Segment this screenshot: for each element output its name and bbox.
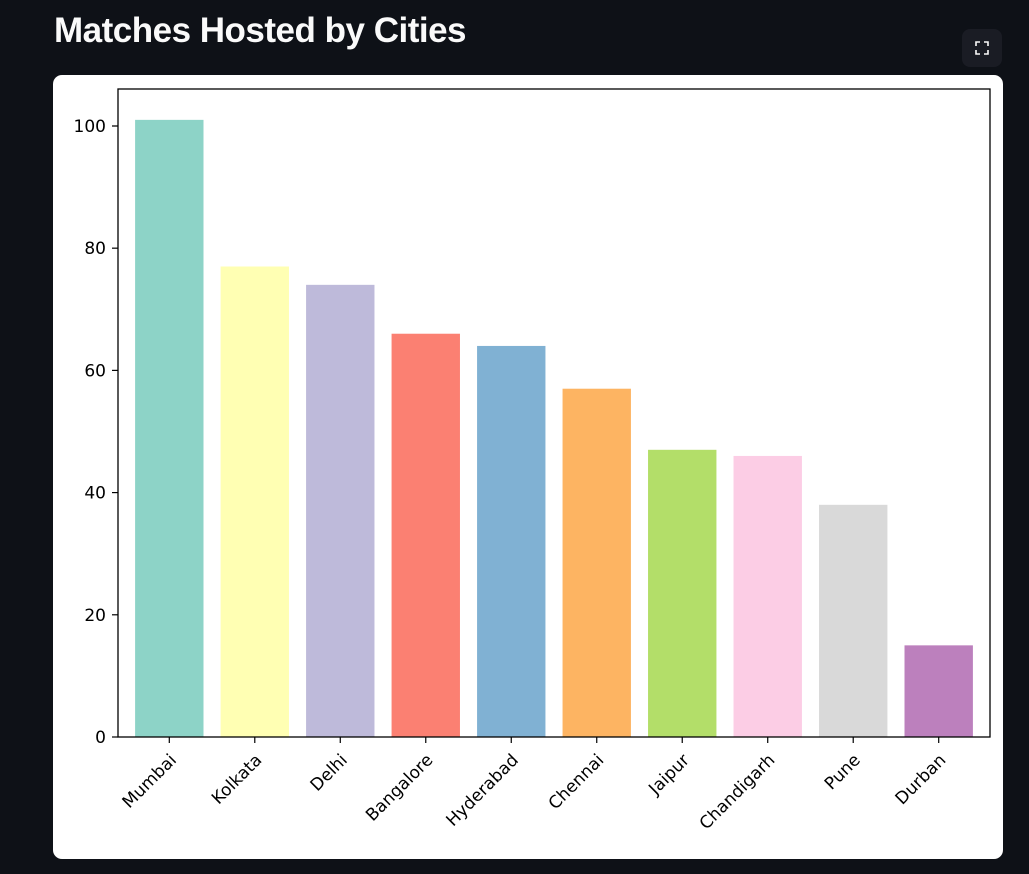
x-tick-label-durban: Durban xyxy=(892,750,951,809)
plot-frame xyxy=(117,88,991,738)
chart-card: 0 20 40 60 80 100 Mumbai Kolkata Delhi Bangalore H… xyxy=(53,75,1003,859)
bar-mumbai xyxy=(135,119,204,738)
x-tick-label-kolkata: Kolkata xyxy=(208,750,266,808)
bar-pune xyxy=(819,504,888,737)
x-tick-label-bangalore: Bangalore xyxy=(362,750,437,825)
bar-chandigarh xyxy=(733,455,802,737)
y-tick-label: 80 xyxy=(84,239,106,259)
bar-hyderabad xyxy=(477,345,546,737)
bar-delhi xyxy=(306,284,375,737)
x-tick-label-chennai: Chennai xyxy=(545,750,608,813)
y-tick-label: 0 xyxy=(95,728,106,748)
y-tick-label: 40 xyxy=(84,484,106,504)
bar-bangalore xyxy=(391,333,460,737)
x-tick-label-mumbai: Mumbai xyxy=(119,750,181,812)
page-title: Matches Hosted by Cities xyxy=(54,11,467,50)
x-tick-label-delhi: Delhi xyxy=(307,750,352,795)
fullscreen-button[interactable] xyxy=(962,29,1002,67)
bar-chennai xyxy=(562,388,631,737)
y-tick-label: 60 xyxy=(84,361,106,381)
x-tick-label-hyderabad: Hyderabad xyxy=(443,750,523,830)
y-tick-label: 100 xyxy=(74,117,106,137)
x-tick-label-chandigarh: Chandigarh xyxy=(696,750,779,833)
bar-chart: 0 20 40 60 80 100 Mumbai Kolkata Delhi Bangalore H… xyxy=(74,88,991,834)
bar-durban xyxy=(904,645,973,737)
x-tick-label-pune: Pune xyxy=(821,750,865,794)
bar-jaipur xyxy=(648,449,717,737)
x-tick-label-jaipur: Jaipur xyxy=(644,750,693,799)
y-tick-label: 20 xyxy=(84,606,106,626)
fullscreen-icon xyxy=(975,41,989,55)
bar-kolkata xyxy=(220,266,289,737)
